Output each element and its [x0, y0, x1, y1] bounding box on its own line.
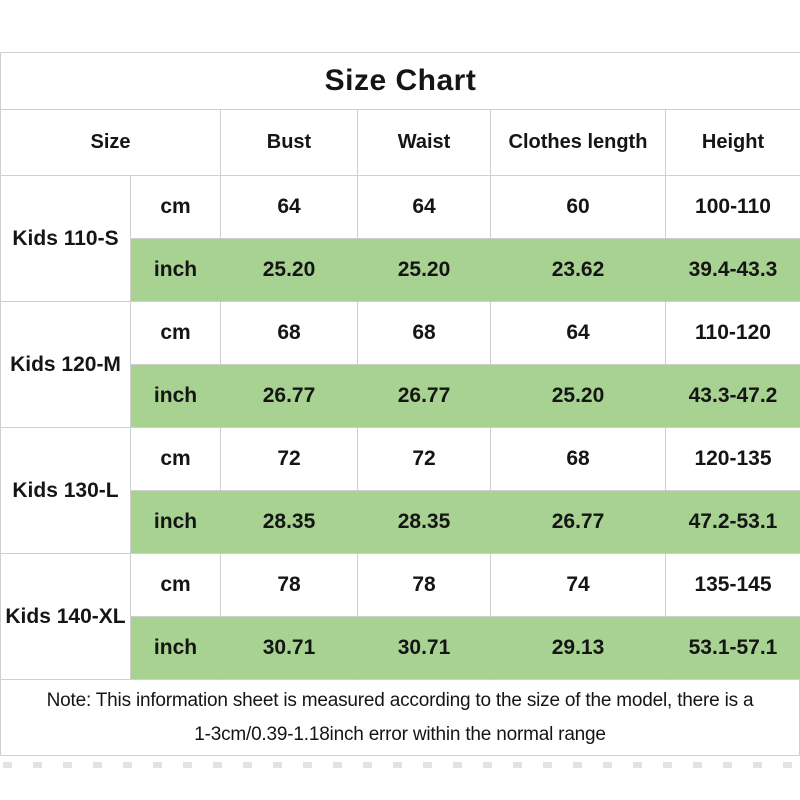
size-chart-table: Size Chart Size Bust Waist Clothes lengt… — [0, 52, 800, 680]
measurement-cell: 74 — [491, 554, 666, 617]
table-row-cm: Kids 120-M cm 68 68 64 110-120 — [1, 302, 800, 428]
measurement-cell: 26.77 — [358, 365, 491, 428]
unit-label-cm: cm — [131, 554, 221, 617]
measurement-cell: 29.13 — [491, 617, 666, 680]
size-label: Kids 110-S — [1, 176, 131, 302]
table-row-inch: inch 30.71 30.71 29.13 53.1-57.1 — [1, 617, 800, 680]
measurement-cell: 68 — [491, 428, 666, 491]
size-label: Kids 140-XL — [1, 554, 131, 680]
measurement-cell: 110-120 — [666, 302, 800, 365]
top-margin — [0, 0, 800, 52]
header-size: Size — [1, 110, 221, 176]
measurement-cell: 23.62 — [491, 239, 666, 302]
unit-label-cm: cm — [131, 176, 221, 239]
measurement-cell: 25.20 — [358, 239, 491, 302]
cutoff-text-dashes — [3, 762, 797, 768]
measurement-cell: 72 — [358, 428, 491, 491]
measurement-cell: 68 — [358, 302, 491, 365]
measurement-cell: 135-145 — [666, 554, 800, 617]
measurement-cell: 39.4-43.3 — [666, 239, 800, 302]
unit-label-inch: inch — [131, 491, 221, 554]
note-line-2: 1-3cm/0.39-1.18inch error within the nor… — [194, 723, 606, 745]
measurement-cell: 25.20 — [491, 365, 666, 428]
measurement-cell: 100-110 — [666, 176, 800, 239]
unit-label-cm: cm — [131, 428, 221, 491]
measurement-cell: 26.77 — [491, 491, 666, 554]
unit-label-inch: inch — [131, 239, 221, 302]
header-clothes-length: Clothes length — [491, 110, 666, 176]
measurement-cell: 28.35 — [221, 491, 358, 554]
measurement-cell: 26.77 — [221, 365, 358, 428]
measurement-cell: 78 — [358, 554, 491, 617]
measurement-cell: 30.71 — [358, 617, 491, 680]
table-row-inch: inch 25.20 25.20 23.62 39.4-43.3 — [1, 239, 800, 302]
measurement-cell: 64 — [221, 176, 358, 239]
size-label: Kids 130-L — [1, 428, 131, 554]
unit-label-cm: cm — [131, 302, 221, 365]
table-row-cm: Kids 110-S cm 64 64 60 100-110 — [1, 176, 800, 302]
unit-label-inch: inch — [131, 617, 221, 680]
measurement-cell: 72 — [221, 428, 358, 491]
header-row: Size Bust Waist Clothes length Height — [1, 110, 800, 176]
measurement-cell: 64 — [358, 176, 491, 239]
table-row-cm: Kids 130-L cm 72 72 68 120-135 — [1, 428, 800, 554]
measurement-cell: 60 — [491, 176, 666, 239]
table-row-cm: Kids 140-XL cm 78 78 74 135-145 — [1, 554, 800, 680]
header-waist: Waist — [358, 110, 491, 176]
measurement-cell: 47.2-53.1 — [666, 491, 800, 554]
measurement-cell: 43.3-47.2 — [666, 365, 800, 428]
title-row: Size Chart — [1, 53, 800, 110]
size-label: Kids 120-M — [1, 302, 131, 428]
table-row-inch: inch 26.77 26.77 25.20 43.3-47.2 — [1, 365, 800, 428]
measurement-cell: 68 — [221, 302, 358, 365]
measurement-cell: 28.35 — [358, 491, 491, 554]
note-box: Note: This information sheet is measured… — [0, 680, 800, 756]
note-line-1: Note: This information sheet is measured… — [46, 689, 754, 711]
page-title: Size Chart — [1, 53, 800, 110]
measurement-cell: 64 — [491, 302, 666, 365]
header-bust: Bust — [221, 110, 358, 176]
measurement-cell: 120-135 — [666, 428, 800, 491]
measurement-cell: 53.1-57.1 — [666, 617, 800, 680]
measurement-cell: 78 — [221, 554, 358, 617]
measurement-cell: 25.20 — [221, 239, 358, 302]
unit-label-inch: inch — [131, 365, 221, 428]
measurement-cell: 30.71 — [221, 617, 358, 680]
header-height: Height — [666, 110, 800, 176]
table-row-inch: inch 28.35 28.35 26.77 47.2-53.1 — [1, 491, 800, 554]
